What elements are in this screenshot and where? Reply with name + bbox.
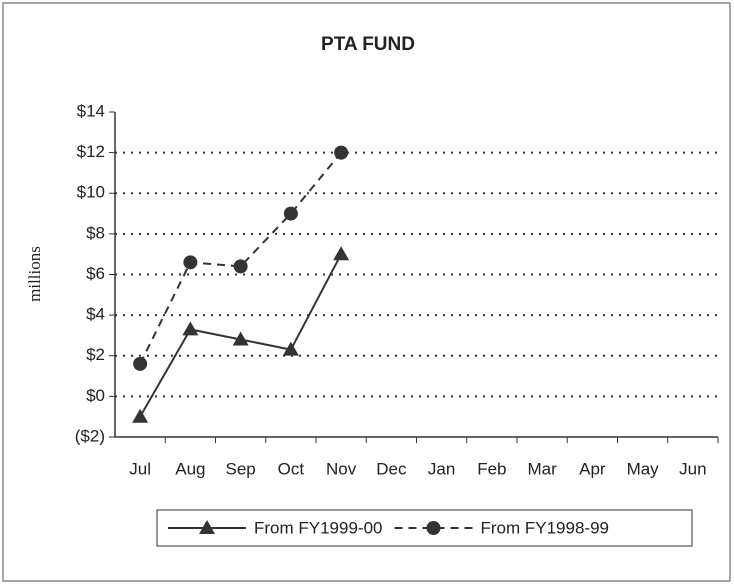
marker <box>233 259 248 274</box>
x-tick-label: Feb <box>477 459 506 478</box>
y-tick-label: $2 <box>86 345 105 364</box>
x-tick-label: Nov <box>326 459 357 478</box>
x-tick-label: Jul <box>129 459 151 478</box>
marker <box>183 255 198 270</box>
marker <box>282 341 299 356</box>
x-tick-label: Apr <box>579 459 606 478</box>
y-tick-label: $14 <box>77 101 105 120</box>
x-tick-label: Mar <box>527 459 557 478</box>
y-tick-label: $0 <box>86 386 105 405</box>
y-tick-label: ($2) <box>75 426 105 445</box>
y-tick-label: $6 <box>86 264 105 283</box>
y-axis-label: millions <box>25 246 44 302</box>
marker <box>283 206 298 221</box>
legend-label: From FY1999-00 <box>254 518 383 537</box>
marker <box>182 321 199 336</box>
x-tick-label: Aug <box>175 459 205 478</box>
x-tick-label: Sep <box>226 459 256 478</box>
y-tick-label: $10 <box>77 183 105 202</box>
y-tick-label: $4 <box>86 305 105 324</box>
y-tick-label: $12 <box>77 142 105 161</box>
x-tick-label: Dec <box>376 459 407 478</box>
marker <box>426 521 441 535</box>
legend-label: From FY1998-99 <box>481 518 610 537</box>
x-tick-label: Oct <box>278 459 305 478</box>
marker <box>232 331 249 346</box>
x-tick-label: Jun <box>679 459 706 478</box>
marker <box>133 356 148 371</box>
marker <box>333 246 350 261</box>
x-tick-label: May <box>627 459 660 478</box>
y-tick-label: $8 <box>86 223 105 242</box>
marker <box>132 408 149 423</box>
series-line <box>139 151 342 365</box>
chart-title: PTA FUND <box>321 34 415 55</box>
marker <box>334 145 349 160</box>
x-tick-label: Jan <box>428 459 455 478</box>
marker <box>199 520 215 534</box>
